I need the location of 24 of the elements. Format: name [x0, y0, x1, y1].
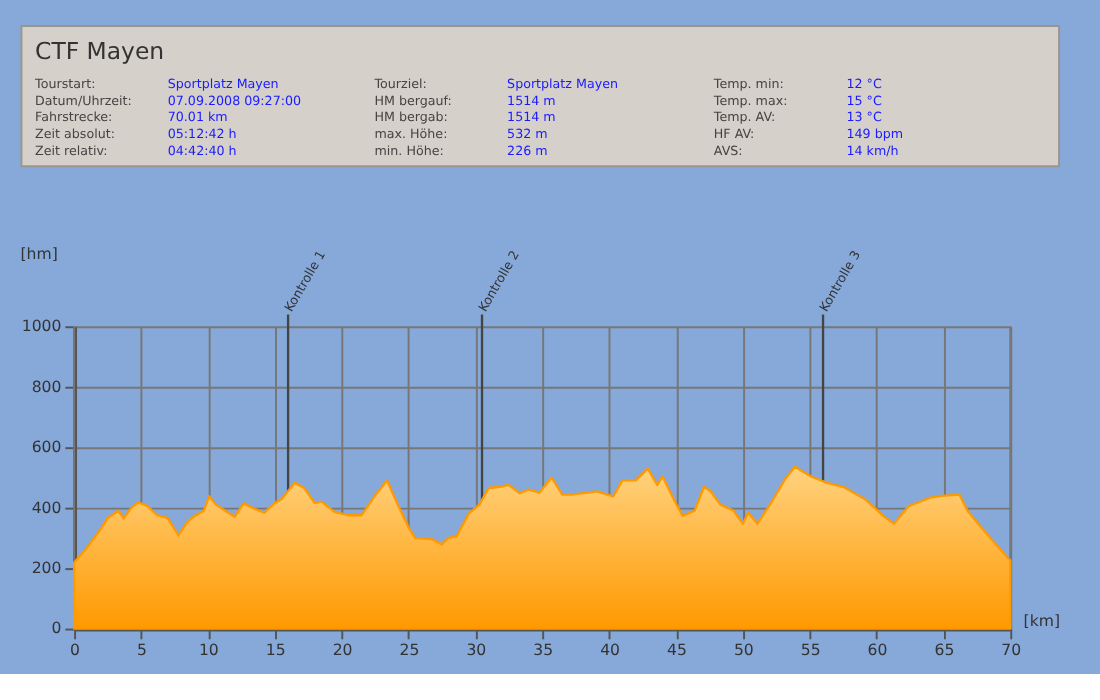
x-tick-label: 65	[934, 640, 955, 659]
x-tick-label: 25	[399, 640, 420, 659]
y-tick-label: 1000	[21, 317, 62, 336]
x-tick-label: 10	[198, 640, 219, 659]
x-tick-label: 0	[70, 640, 81, 659]
y-axis-title: [hm]	[20, 244, 58, 263]
x-tick-label: 40	[600, 640, 621, 659]
x-tick-label: 45	[666, 640, 687, 659]
x-tick-label: 35	[533, 640, 554, 659]
y-tick-label: 0	[51, 619, 62, 638]
y-tick-label: 600	[31, 438, 62, 457]
x-tick-label: 50	[733, 640, 754, 659]
y-tick-label: 200	[31, 558, 62, 577]
x-axis-title: [km]	[1023, 611, 1061, 630]
x-tick-label: 30	[466, 640, 487, 659]
x-tick-label: 60	[867, 640, 888, 659]
x-tick-label: 15	[265, 640, 286, 659]
x-tick-label: 5	[136, 640, 147, 659]
x-tick-label: 20	[332, 640, 353, 659]
y-tick-label: 400	[31, 498, 62, 517]
y-tick-label: 800	[31, 377, 62, 396]
x-tick-label: 55	[800, 640, 821, 659]
text: CTF Mayen	[35, 37, 165, 66]
x-tick-label: 70	[1001, 640, 1022, 659]
